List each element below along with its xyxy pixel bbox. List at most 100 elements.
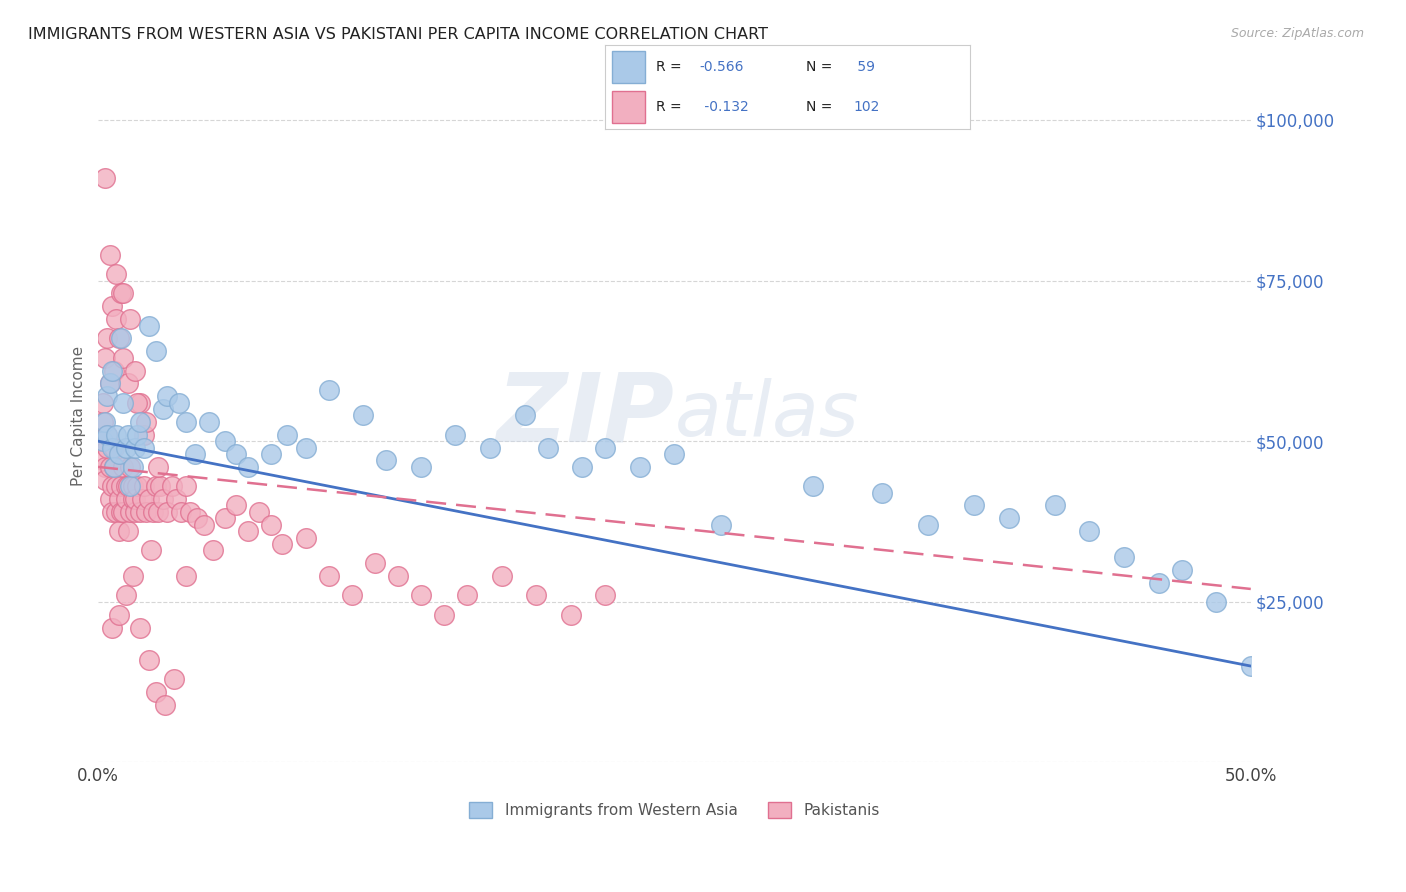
Point xyxy=(513,409,536,423)
Point xyxy=(96,427,118,442)
Point xyxy=(94,170,117,185)
Y-axis label: Per Capita Income: Per Capita Income xyxy=(72,345,86,485)
Point xyxy=(593,441,616,455)
Point xyxy=(1170,563,1192,577)
Point xyxy=(110,286,132,301)
Text: R =: R = xyxy=(655,100,686,114)
Point xyxy=(128,620,150,634)
Point xyxy=(156,505,179,519)
Point xyxy=(91,395,114,409)
Text: Source: ZipAtlas.com: Source: ZipAtlas.com xyxy=(1230,27,1364,40)
Point xyxy=(352,409,374,423)
Point xyxy=(225,447,247,461)
Point xyxy=(963,499,986,513)
Point xyxy=(186,511,208,525)
Point xyxy=(105,427,128,442)
Point xyxy=(112,459,135,474)
Point xyxy=(124,441,146,455)
Point xyxy=(276,427,298,442)
Point xyxy=(1112,549,1135,564)
Point xyxy=(94,473,117,487)
Point xyxy=(101,620,124,634)
Text: N =: N = xyxy=(806,100,837,114)
Point xyxy=(114,491,136,506)
Point xyxy=(571,459,593,474)
Point xyxy=(128,395,150,409)
Point xyxy=(96,441,118,455)
Point xyxy=(138,652,160,666)
Point xyxy=(103,459,125,474)
Point xyxy=(107,607,129,622)
Point xyxy=(98,248,121,262)
Point xyxy=(121,491,143,506)
Legend: Immigrants from Western Asia, Pakistanis: Immigrants from Western Asia, Pakistanis xyxy=(463,796,886,824)
Point xyxy=(103,441,125,455)
Point xyxy=(152,491,174,506)
Point xyxy=(152,402,174,417)
Point xyxy=(101,441,124,455)
Point xyxy=(179,505,201,519)
Point xyxy=(110,505,132,519)
Point xyxy=(478,441,501,455)
Point xyxy=(1240,659,1263,673)
Point xyxy=(112,505,135,519)
Point xyxy=(117,427,139,442)
Point xyxy=(593,588,616,602)
Point xyxy=(117,479,139,493)
Point xyxy=(91,434,114,449)
Point xyxy=(94,459,117,474)
Point xyxy=(664,447,686,461)
Point xyxy=(105,267,128,281)
Text: -0.566: -0.566 xyxy=(700,60,744,74)
Point xyxy=(236,524,259,538)
Point xyxy=(120,312,142,326)
Point xyxy=(114,441,136,455)
Point xyxy=(145,479,167,493)
FancyBboxPatch shape xyxy=(612,52,645,83)
Point xyxy=(318,569,340,583)
Point xyxy=(174,415,197,429)
Point xyxy=(107,447,129,461)
Point xyxy=(193,517,215,532)
Point xyxy=(117,376,139,391)
Point xyxy=(202,543,225,558)
Text: -0.132: -0.132 xyxy=(700,100,748,114)
Point xyxy=(138,491,160,506)
Point xyxy=(98,459,121,474)
Point xyxy=(127,395,149,409)
Point xyxy=(340,588,363,602)
Point xyxy=(249,505,271,519)
Point xyxy=(260,447,283,461)
Point xyxy=(174,479,197,493)
Point xyxy=(107,491,129,506)
Point xyxy=(117,524,139,538)
Point xyxy=(536,441,558,455)
Point xyxy=(110,331,132,345)
Point xyxy=(214,434,236,449)
Point xyxy=(163,672,186,686)
Point xyxy=(142,505,165,519)
Point xyxy=(294,441,316,455)
Point xyxy=(260,517,283,532)
Point xyxy=(112,351,135,365)
Text: IMMIGRANTS FROM WESTERN ASIA VS PAKISTANI PER CAPITA INCOME CORRELATION CHART: IMMIGRANTS FROM WESTERN ASIA VS PAKISTAN… xyxy=(28,27,768,42)
Point xyxy=(96,389,118,403)
Point xyxy=(107,524,129,538)
Point xyxy=(153,698,176,712)
Point xyxy=(121,459,143,474)
Point xyxy=(456,588,478,602)
Point xyxy=(94,351,117,365)
Point xyxy=(1043,499,1066,513)
Point xyxy=(127,479,149,493)
Point xyxy=(917,517,939,532)
Point xyxy=(114,588,136,602)
Point xyxy=(870,485,893,500)
Point xyxy=(174,569,197,583)
Point xyxy=(91,415,114,429)
Point xyxy=(124,505,146,519)
Point xyxy=(120,479,142,493)
Point xyxy=(149,479,172,493)
Point xyxy=(1147,575,1170,590)
Point xyxy=(997,511,1019,525)
Point xyxy=(156,389,179,403)
